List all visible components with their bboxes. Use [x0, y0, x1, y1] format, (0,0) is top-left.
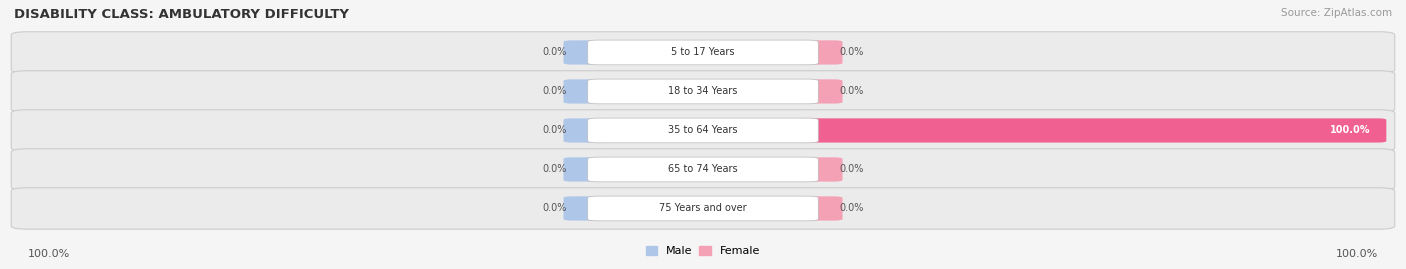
FancyBboxPatch shape: [564, 157, 606, 182]
Text: 75 Years and over: 75 Years and over: [659, 203, 747, 214]
Text: 0.0%: 0.0%: [839, 86, 865, 97]
FancyBboxPatch shape: [11, 149, 1395, 190]
Text: 18 to 34 Years: 18 to 34 Years: [668, 86, 738, 97]
FancyBboxPatch shape: [588, 118, 818, 143]
Text: 0.0%: 0.0%: [541, 47, 567, 58]
FancyBboxPatch shape: [588, 196, 818, 221]
FancyBboxPatch shape: [11, 110, 1395, 151]
Text: 35 to 64 Years: 35 to 64 Years: [668, 125, 738, 136]
FancyBboxPatch shape: [800, 79, 842, 104]
FancyBboxPatch shape: [11, 71, 1395, 112]
Text: 0.0%: 0.0%: [541, 203, 567, 214]
Text: 0.0%: 0.0%: [541, 164, 567, 175]
FancyBboxPatch shape: [11, 188, 1395, 229]
Text: 100.0%: 100.0%: [28, 249, 70, 259]
FancyBboxPatch shape: [564, 118, 606, 143]
FancyBboxPatch shape: [800, 196, 842, 221]
FancyBboxPatch shape: [588, 40, 818, 65]
FancyBboxPatch shape: [588, 79, 818, 104]
Text: 0.0%: 0.0%: [839, 164, 865, 175]
FancyBboxPatch shape: [564, 79, 606, 104]
FancyBboxPatch shape: [564, 40, 606, 65]
Text: 100.0%: 100.0%: [1336, 249, 1378, 259]
Text: 0.0%: 0.0%: [541, 86, 567, 97]
FancyBboxPatch shape: [588, 157, 818, 182]
Text: 0.0%: 0.0%: [541, 125, 567, 136]
Text: 0.0%: 0.0%: [839, 203, 865, 214]
Text: 0.0%: 0.0%: [839, 47, 865, 58]
FancyBboxPatch shape: [800, 118, 1386, 143]
FancyBboxPatch shape: [564, 196, 606, 221]
Text: 5 to 17 Years: 5 to 17 Years: [671, 47, 735, 58]
FancyBboxPatch shape: [800, 40, 842, 65]
Text: Source: ZipAtlas.com: Source: ZipAtlas.com: [1281, 8, 1392, 18]
FancyBboxPatch shape: [11, 32, 1395, 73]
FancyBboxPatch shape: [800, 157, 842, 182]
Text: 100.0%: 100.0%: [1330, 125, 1371, 136]
Legend: Male, Female: Male, Female: [641, 241, 765, 261]
Text: 65 to 74 Years: 65 to 74 Years: [668, 164, 738, 175]
Text: DISABILITY CLASS: AMBULATORY DIFFICULTY: DISABILITY CLASS: AMBULATORY DIFFICULTY: [14, 8, 349, 21]
